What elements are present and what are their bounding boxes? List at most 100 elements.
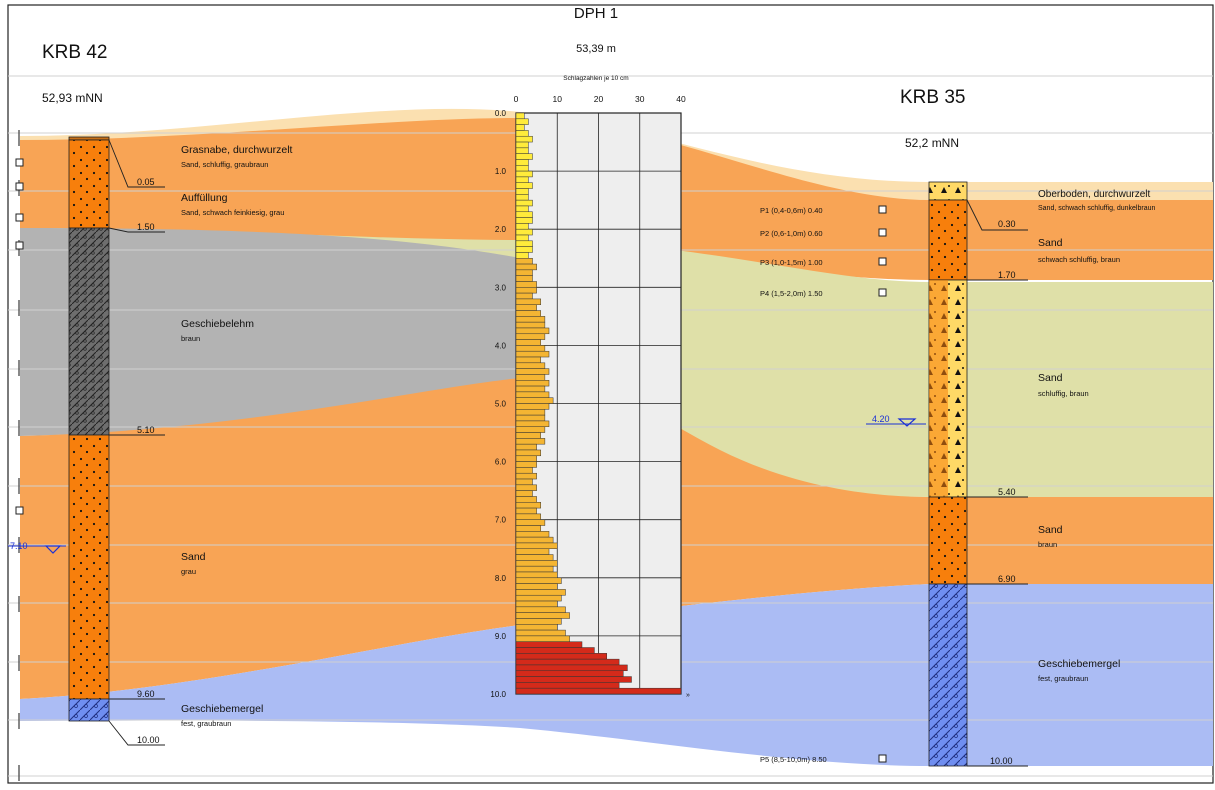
left-water-level: 7.10 bbox=[8, 541, 66, 554]
probe-bar bbox=[515, 594, 562, 602]
left-water-level-value: 7.10 bbox=[10, 541, 28, 551]
probe-bar bbox=[515, 536, 554, 544]
probe-bar bbox=[515, 432, 541, 439]
right-bore-column bbox=[928, 181, 968, 767]
probe-bar bbox=[515, 345, 546, 352]
probe-bar bbox=[515, 414, 546, 422]
right-water-level: 4.20 bbox=[866, 414, 926, 427]
probe-bar bbox=[515, 403, 550, 410]
left-depth-mark-2: 1.50 bbox=[137, 222, 155, 232]
probe-bar bbox=[515, 304, 537, 311]
probe-bar bbox=[515, 333, 546, 340]
probe-bar bbox=[515, 321, 546, 329]
sample-p3: P3 (1,0-1,5m) 1.00 bbox=[760, 258, 823, 267]
probe-bar bbox=[515, 472, 537, 480]
probe-bar bbox=[515, 513, 541, 520]
left-layer-descriptions: Grasnabe, durchwurzelt Sand, schluffig, … bbox=[181, 144, 293, 728]
sample-p2: P2 (0,6-1,0m) 0.60 bbox=[760, 229, 823, 238]
probe-bar bbox=[515, 397, 554, 404]
probe-x-tick-4: 40 bbox=[676, 94, 686, 104]
probe-bar bbox=[515, 467, 533, 474]
right-depth-leaders bbox=[966, 199, 1028, 767]
probe-bar bbox=[515, 554, 554, 561]
right-layer-2-desc: schwach schluffig, braun bbox=[1038, 255, 1120, 264]
probe-bar bbox=[515, 583, 558, 590]
probe-bar bbox=[515, 147, 529, 154]
probe-bar bbox=[515, 409, 546, 416]
probe-depth-tick-7: 7.0 bbox=[495, 516, 507, 525]
probe-bar bbox=[515, 165, 529, 172]
probe-bar bbox=[515, 374, 546, 381]
probe-depth-tick-1: 1.0 bbox=[495, 167, 507, 176]
right-layer-4-desc: braun bbox=[1038, 540, 1057, 549]
probe-bar bbox=[515, 484, 537, 491]
grid-lines bbox=[8, 75, 1213, 777]
right-depth-mark-3: 5.40 bbox=[998, 487, 1016, 497]
probe-bars bbox=[515, 112, 682, 695]
probe-depth-tick-6: 6.0 bbox=[495, 458, 507, 467]
probe-bar bbox=[515, 653, 607, 660]
probe-bar bbox=[515, 391, 550, 398]
right-layer-3-desc: schluffig, braun bbox=[1038, 389, 1089, 398]
probe-bar bbox=[515, 211, 533, 218]
probe-bar bbox=[515, 618, 562, 625]
probe-bar bbox=[515, 217, 533, 224]
probe-bar bbox=[515, 385, 546, 393]
probe-bar bbox=[515, 612, 570, 619]
probe-bar bbox=[515, 223, 529, 230]
probe-bar bbox=[515, 478, 533, 486]
probe-bar bbox=[515, 228, 533, 236]
probe-bar bbox=[515, 153, 533, 160]
right-bore-elevation: 52,2 mNN bbox=[905, 136, 959, 150]
probe-bar bbox=[515, 356, 541, 364]
water-level-icon bbox=[44, 545, 62, 554]
probe-bar bbox=[515, 455, 537, 462]
left-layer-4-title: Sand bbox=[181, 551, 206, 563]
probe-elevation: 53,39 m bbox=[576, 43, 616, 55]
probe-x-tick-3: 30 bbox=[635, 94, 645, 104]
probe-bar bbox=[515, 531, 550, 538]
right-layer-5-title: Geschiebemergel bbox=[1038, 658, 1120, 670]
probe-bar bbox=[515, 281, 537, 288]
probe-bar bbox=[515, 577, 562, 584]
probe-depth-tick-8: 8.0 bbox=[495, 574, 507, 583]
probe-bar bbox=[515, 316, 546, 323]
probe-bar bbox=[515, 542, 558, 550]
right-layer-4-title: Sand bbox=[1038, 524, 1063, 536]
probe-x-tick-0: 0 bbox=[514, 94, 519, 104]
probe-bar bbox=[515, 199, 533, 207]
probe-bar bbox=[515, 635, 570, 642]
right-layer-1-desc: Sand, schwach schluffig, dunkelbraun bbox=[1038, 205, 1155, 212]
probe-bar bbox=[515, 641, 583, 648]
probe-x-tick-1: 10 bbox=[553, 94, 563, 104]
probe-title: DPH 1 bbox=[574, 5, 618, 22]
left-sample-markers bbox=[15, 158, 24, 515]
probe-bar bbox=[515, 606, 566, 613]
probe-bar bbox=[515, 112, 525, 120]
right-bore-title: KRB 35 bbox=[900, 87, 965, 108]
probe-bar bbox=[515, 519, 546, 526]
probe-bar bbox=[515, 664, 628, 672]
probe-bar bbox=[515, 188, 529, 195]
probe-bar bbox=[515, 658, 620, 666]
probe-bar bbox=[515, 600, 558, 608]
probe-bar bbox=[515, 629, 566, 637]
probe-bar bbox=[515, 507, 537, 515]
probe-bar bbox=[515, 182, 533, 189]
left-bore-elevation: 52,93 mNN bbox=[42, 91, 103, 105]
left-layer-3-desc: braun bbox=[181, 334, 200, 343]
left-depth-leaders bbox=[108, 139, 165, 746]
left-bore-title: KRB 42 bbox=[42, 42, 107, 63]
probe-depth-tick-0: 0.0 bbox=[495, 109, 507, 118]
probe-bar bbox=[515, 269, 533, 276]
probe-bar bbox=[515, 275, 533, 282]
left-bore-column bbox=[68, 136, 110, 722]
probe-bar bbox=[515, 159, 529, 166]
probe-bar bbox=[515, 327, 550, 335]
probe-bar bbox=[515, 252, 529, 259]
probe-bar bbox=[515, 525, 541, 532]
probe-depth-tick-5: 5.0 bbox=[495, 400, 507, 409]
right-depth-mark-5: 10.00 bbox=[990, 756, 1013, 766]
probe-bar bbox=[515, 548, 550, 555]
